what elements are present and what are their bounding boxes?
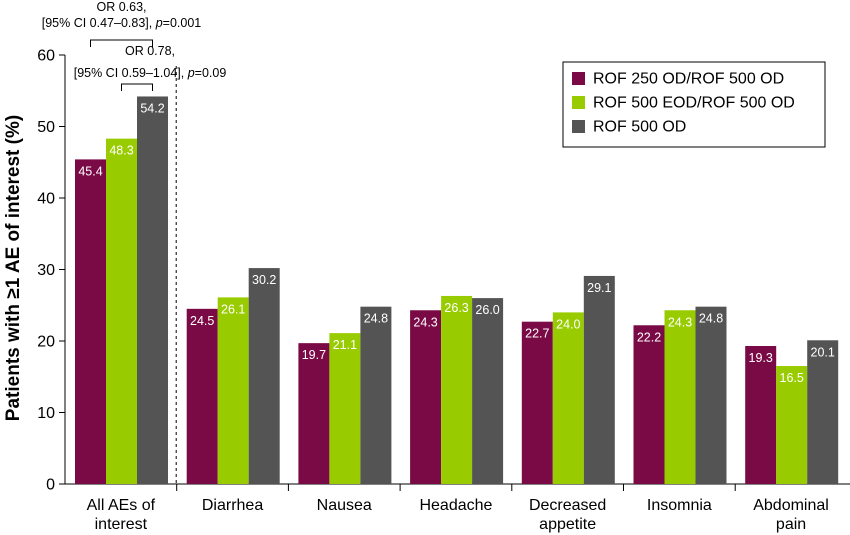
- legend-box: [562, 61, 826, 148]
- legend: ROF 250 OD/ROF 500 OD ROF 500 EOD/ROF 500…: [562, 61, 826, 148]
- confidence-interval-label: [95% CI 0.59–1.04], p=0.09: [74, 66, 227, 80]
- bar: [633, 325, 665, 484]
- category-label: All AEs of: [87, 497, 156, 514]
- bar: [807, 340, 839, 484]
- category-label: appetite: [539, 516, 596, 533]
- bar: [441, 295, 473, 484]
- legend-swatch: [572, 96, 585, 109]
- category-labels: All AEs of interest Diarrhea Nausea Headache…: [87, 497, 829, 533]
- y-tick-label: 20: [37, 334, 55, 351]
- category-label: Headache: [419, 497, 492, 514]
- value-labels: 45.4 24.5 19.7 24.3 22.7 22.2 19.3 48.3 26.1 21.1…: [78, 101, 835, 385]
- bar: [298, 343, 330, 484]
- bar: [248, 268, 280, 484]
- legend-label: ROF 500 OD: [593, 119, 686, 136]
- bar-value-label: 22.2: [637, 330, 661, 344]
- y-axis-title-group: Patients with ≥1 AE of interest (%): [3, 115, 24, 421]
- y-tick-label: 30: [37, 262, 55, 279]
- odds-ratio-label: OR 0.78,: [125, 44, 175, 58]
- bar-value-label: 26.3: [444, 301, 468, 315]
- y-tick-label: 10: [37, 405, 55, 422]
- bar: [583, 275, 615, 484]
- bar-value-label: 24.8: [364, 312, 388, 326]
- category-label: Nausea: [317, 497, 372, 514]
- significance-annotations: OR 0.63, [95% CI 0.47–0.83], p=0.001 OR 0.…: [42, 0, 227, 91]
- bar: [745, 346, 777, 484]
- bars: [75, 96, 839, 484]
- confidence-interval-label: [95% CI 0.47–0.83], p=0.001: [42, 16, 202, 30]
- y-tick-label: 40: [37, 191, 55, 208]
- bar-value-label: 16.5: [780, 371, 804, 385]
- significance-bracket: [121, 83, 153, 91]
- y-axis-title: Patients with ≥1 AE of interest (%): [3, 115, 24, 421]
- bar: [75, 159, 106, 484]
- bar-value-label: 24.3: [413, 315, 437, 329]
- bar-value-label: 30.2: [252, 273, 276, 287]
- bar-value-label: 29.1: [587, 281, 611, 295]
- bar-value-label: 45.4: [78, 164, 102, 178]
- legend-label: ROF 250 OD/ROF 500 OD: [593, 71, 784, 88]
- bar-value-label: 54.2: [140, 101, 164, 115]
- bar-value-label: 20.1: [811, 345, 835, 359]
- bar-value-label: 26.1: [221, 302, 245, 316]
- bar-value-label: 19.7: [302, 348, 326, 362]
- category-label: pain: [776, 516, 806, 533]
- bar-value-label: 21.1: [333, 338, 357, 352]
- bar: [217, 297, 249, 484]
- bar: [360, 306, 392, 484]
- bar: [552, 312, 584, 484]
- bar: [695, 306, 727, 484]
- category-label: Diarrhea: [202, 497, 263, 514]
- y-tick-label: 0: [46, 477, 55, 494]
- legend-label: ROF 500 EOD/ROF 500 OD: [593, 95, 795, 112]
- category-label: Insomnia: [647, 497, 712, 514]
- bar: [137, 96, 168, 484]
- bar: [472, 298, 504, 484]
- category-label: interest: [95, 516, 148, 533]
- bar-value-label: 48.3: [109, 144, 133, 158]
- bar: [106, 138, 137, 484]
- legend-swatch: [572, 72, 585, 85]
- bar-value-label: 24.8: [699, 312, 723, 326]
- bar-value-label: 19.3: [749, 351, 773, 365]
- bar-value-label: 24.0: [556, 317, 580, 331]
- category-label: Abdominal: [753, 497, 829, 514]
- y-tick-label: 50: [37, 119, 55, 136]
- y-tick-label: 60: [37, 48, 55, 65]
- bar-value-label: 24.5: [190, 314, 214, 328]
- bar: [521, 321, 553, 484]
- bar: [186, 308, 218, 484]
- bar-value-label: 24.3: [668, 315, 692, 329]
- bar: [329, 333, 361, 484]
- odds-ratio-label: OR 0.63,: [96, 0, 146, 14]
- category-label: Decreased: [529, 497, 606, 514]
- bar: [776, 366, 808, 484]
- bar-value-label: 22.7: [525, 327, 549, 341]
- significance-bracket: [90, 39, 153, 47]
- bar: [410, 310, 442, 484]
- bar-value-label: 26.0: [475, 303, 499, 317]
- legend-swatch: [572, 120, 585, 133]
- bar: [664, 310, 696, 484]
